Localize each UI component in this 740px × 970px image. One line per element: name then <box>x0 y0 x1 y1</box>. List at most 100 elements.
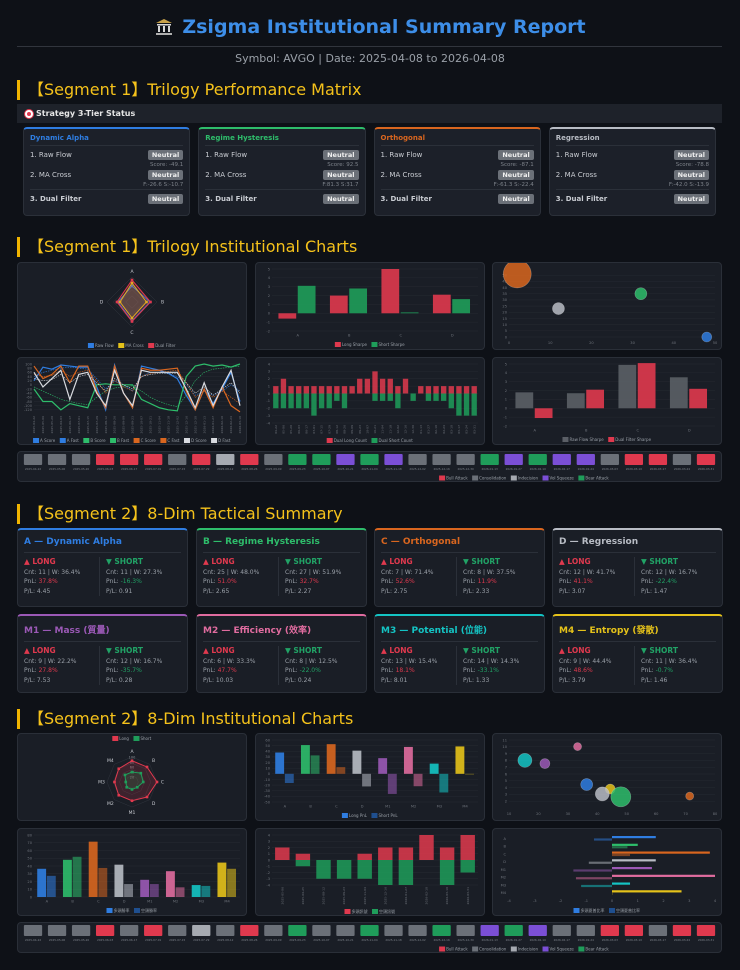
legend-swatch <box>578 946 585 952</box>
short-direction-label: ▼ SHORT <box>285 646 322 655</box>
legend-label: Vol Squeeze <box>550 947 575 952</box>
radar-ring-label: 80 <box>130 761 134 765</box>
chart-raw-vs-dual-sharpe: -2 -1 0 1 2 3 4 5 A B C D Raw Flow Sharpe Dual Filter… <box>492 357 722 445</box>
chart-bubble-scatter: 0510152025303540455001020304050 <box>492 262 722 350</box>
y-tick-label: M3 <box>501 883 506 887</box>
bubble-M3 <box>517 753 533 768</box>
y-tick-label: 3 <box>268 370 270 374</box>
raw-flow-status-badge: Neutral <box>323 150 359 160</box>
section-heading-trilogy-charts: 【Segment 1】Trilogy Institutional Charts <box>17 237 357 257</box>
regime-cell-date: 2025-05-20 <box>73 938 89 942</box>
x-tick-label: 2025-11-04 <box>157 416 161 434</box>
regime-cell-bull <box>240 454 259 465</box>
long-pnl: PnL: 52.6% <box>381 577 456 587</box>
x-tick-label: 05-20 <box>289 425 293 434</box>
long-stats: ▲ LONG Cnt: 7 | W: 71.4% PnL: 52.6% P/L:… <box>381 557 456 596</box>
raw-flow-status-badge: Neutral <box>498 150 534 160</box>
regime-cell-bull <box>672 925 692 936</box>
pnl-label: PnL: <box>381 578 396 585</box>
stacked-bar <box>349 386 355 394</box>
x-tick-label: D <box>361 805 364 809</box>
y-tick-label: 5 <box>505 329 507 333</box>
long-count-winrate: Cnt: 11 | W: 36.4% <box>24 568 81 576</box>
regime-cell-date: 2026-02-24 <box>578 938 594 942</box>
regime-cell-date: 2025-09-23 <box>289 467 305 471</box>
short-pnl: PnL: 11.9% <box>463 577 538 587</box>
regime-cell-neutral <box>264 925 283 936</box>
regime-cell-bear <box>312 454 331 465</box>
bar <box>429 763 439 774</box>
target-icon <box>25 109 33 118</box>
legend-swatch <box>542 475 549 481</box>
radar-point <box>130 316 134 320</box>
long-pnl: PnL: 47.7% <box>203 666 278 676</box>
ma-cross-label: 2. MA Cross <box>205 171 247 179</box>
chart-svg: 80 70 60 50 40 30 20 10 0 A B C D M1 M2 M3 M4 多頭勝率 空頭勝率 <box>27 833 240 913</box>
legend-label: Dual Filter Sharpe <box>615 437 651 442</box>
legend-label: Short Sharpe <box>378 342 405 347</box>
bar <box>612 853 631 857</box>
bar <box>201 885 211 897</box>
radar-ring <box>119 289 145 315</box>
raw-flow-score: Score: -78.8 <box>675 162 709 168</box>
y-tick-label: 8 <box>505 759 508 763</box>
legend-label: Indecision <box>518 476 539 481</box>
x-tick-label: 2025-12-16 <box>184 416 188 434</box>
x-tick-label: 40 <box>595 812 600 816</box>
regime-cell-bear <box>432 925 451 936</box>
radar-axis-label: M3 <box>98 780 105 786</box>
bar <box>575 877 612 880</box>
x-tick-label: 2025-11-18 <box>166 416 170 434</box>
x-tick-label: 07-15 <box>320 425 324 434</box>
pnl-value: 11.9% <box>477 578 497 585</box>
y-tick-label: 0 <box>268 858 271 862</box>
legend-swatch <box>371 813 378 818</box>
radar-axis-label: A <box>130 749 134 755</box>
long-profit-loss-ratio: P/L: 2.75 <box>381 587 408 595</box>
y-tick-label: -50 <box>264 800 271 804</box>
strategy-card: Orthogonal 1. Raw Flow Neutral Score: -87… <box>373 127 541 216</box>
bar <box>46 875 56 897</box>
stacked-bar <box>439 847 455 860</box>
pnl-value: 27.8% <box>38 667 58 674</box>
radar-point <box>130 799 134 803</box>
legend-swatch <box>542 946 549 952</box>
dimension-name: M1 — Mass (質量) <box>24 621 181 642</box>
regime-cell-date: 2026-03-24 <box>674 467 690 471</box>
y-tick-label: 3 <box>268 285 270 289</box>
chart-8dim-pnl-bars: 60 50 40 30 20 10 0 -10 -20 -30 -40 -50 A B C D M1 M2 M3 M4… <box>255 733 485 821</box>
pnl-value: -22.4% <box>655 578 677 585</box>
y-tick-label: -60 <box>26 396 33 400</box>
legend-label: Bear Attack <box>585 947 609 952</box>
radar-point <box>113 780 116 784</box>
radar-point <box>130 320 134 323</box>
x-tick-label: 2025-07-15 <box>86 416 90 434</box>
y-tick-label: 80 <box>27 366 32 370</box>
legend: Bull Attack Consolidation Indecision Vol Sq… <box>439 946 609 952</box>
regime-cell-date: 2026-03-24 <box>674 938 690 942</box>
regime-cell-bull <box>648 454 668 465</box>
short-profit-loss-ratio: P/L: 2.33 <box>463 587 490 595</box>
strip-svg: 2025-04-22 2025-05-06 2025-05-20 2025-06-03… <box>23 925 716 952</box>
stacked-bar <box>280 393 287 409</box>
legend-label: D Fast <box>218 438 231 443</box>
y-tick-label: -1 <box>266 399 270 403</box>
pnl-label: PnL: <box>24 667 39 674</box>
legend-swatch <box>334 342 341 347</box>
x-tick-label: 0 <box>508 341 511 345</box>
regime-cell-date: 2025-05-06 <box>49 938 65 942</box>
tactical-card: D — Regression ▲ LONG Cnt: 12 | W: 41.7%… <box>552 528 723 607</box>
x-tick-label: 01-27 <box>427 425 431 434</box>
radar-point <box>130 278 134 282</box>
x-tick-label: 10 <box>507 812 512 816</box>
legend-swatch <box>59 438 66 443</box>
y-tick-label: 4 <box>268 276 271 280</box>
x-tick-label: 10-07 <box>365 425 369 434</box>
y-tick-label: -4 <box>266 421 270 425</box>
stacked-bar <box>273 393 279 409</box>
x-tick-label: A <box>297 334 300 338</box>
y-tick-label: -2 <box>266 407 270 411</box>
long-count-winrate: Cnt: 12 | W: 41.7% <box>559 568 616 576</box>
bar <box>329 295 348 314</box>
legend-swatch <box>573 908 580 913</box>
